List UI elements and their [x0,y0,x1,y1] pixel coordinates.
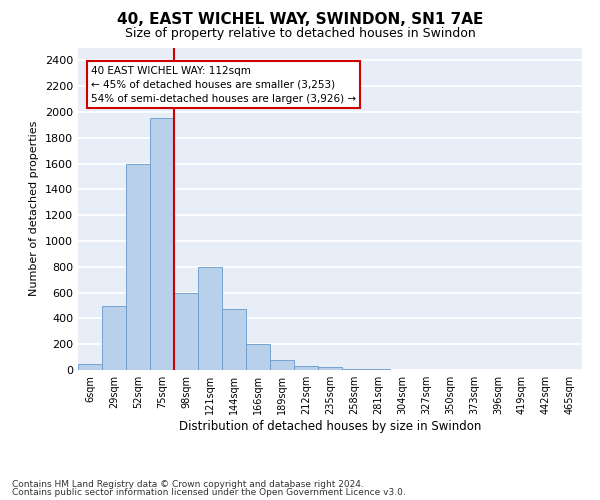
Text: 40, EAST WICHEL WAY, SWINDON, SN1 7AE: 40, EAST WICHEL WAY, SWINDON, SN1 7AE [117,12,483,28]
Text: Contains public sector information licensed under the Open Government Licence v3: Contains public sector information licen… [12,488,406,497]
Bar [174,292,198,370]
Bar [198,267,222,370]
Bar [270,360,294,370]
Bar [102,306,126,370]
Bar [150,118,174,370]
Text: 40 EAST WICHEL WAY: 112sqm
← 45% of detached houses are smaller (3,253)
54% of s: 40 EAST WICHEL WAY: 112sqm ← 45% of deta… [91,66,356,104]
Bar [318,368,342,370]
Bar [294,366,318,370]
Bar [222,310,246,370]
Bar [126,164,150,370]
Bar [78,364,102,370]
Text: Size of property relative to detached houses in Swindon: Size of property relative to detached ho… [125,28,475,40]
Bar [246,344,270,370]
Text: Contains HM Land Registry data © Crown copyright and database right 2024.: Contains HM Land Registry data © Crown c… [12,480,364,489]
Y-axis label: Number of detached properties: Number of detached properties [29,121,40,296]
X-axis label: Distribution of detached houses by size in Swindon: Distribution of detached houses by size … [179,420,481,433]
